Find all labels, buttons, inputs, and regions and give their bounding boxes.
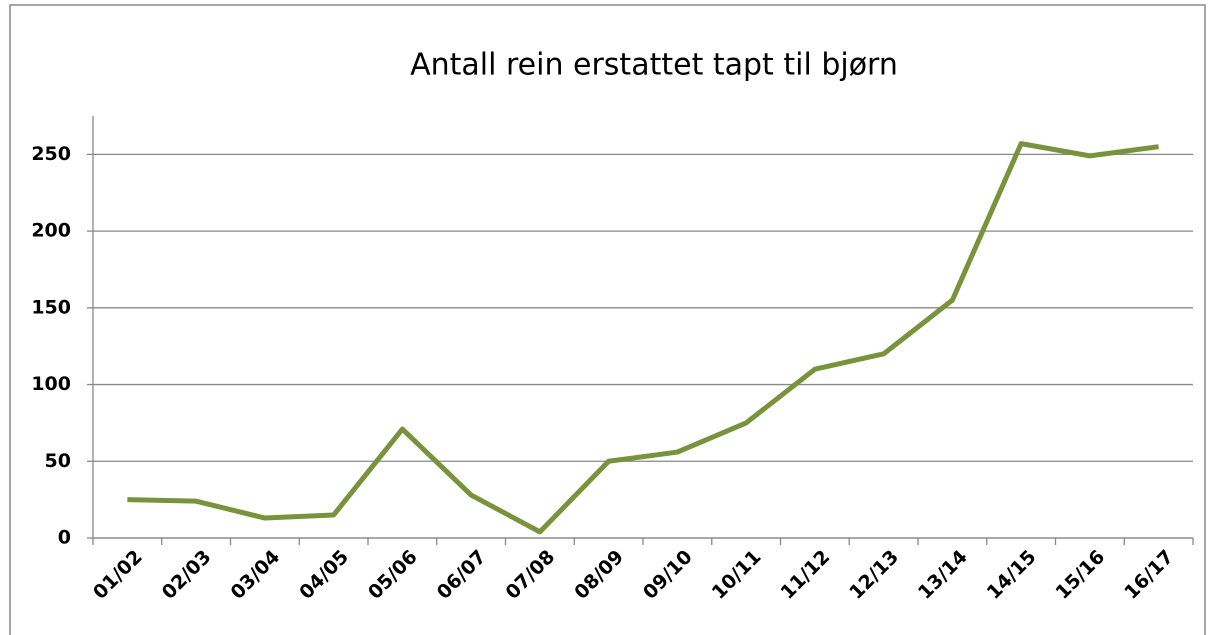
- y-tick-label: 100: [31, 373, 71, 395]
- y-tick-label: 0: [58, 527, 71, 549]
- chart-title: Antall rein erstattet tapt til bjørn: [410, 48, 898, 83]
- y-tick-label: 150: [31, 296, 71, 318]
- y-tick-label: 50: [45, 450, 71, 472]
- data-line: [127, 141, 1159, 535]
- y-tick-label: 250: [31, 143, 71, 165]
- chart-frame: [9, 4, 1206, 635]
- y-tick-label: 200: [31, 220, 71, 242]
